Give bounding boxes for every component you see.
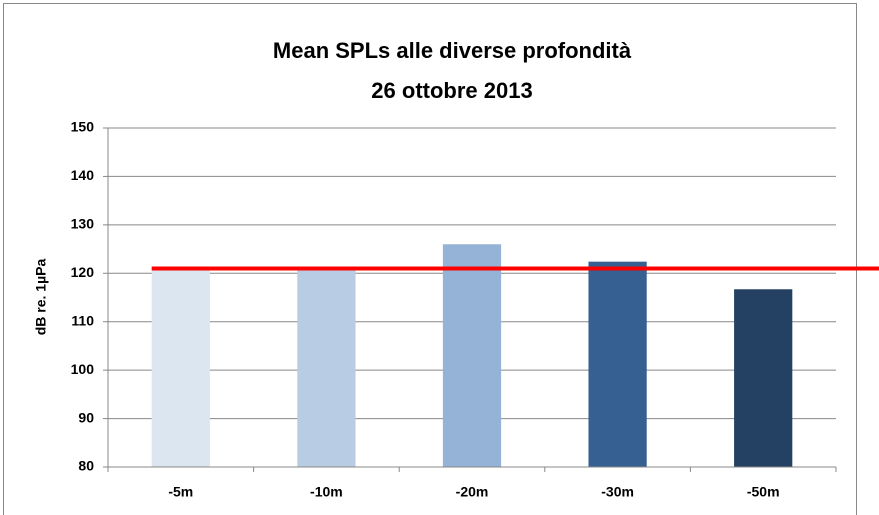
- y-tick-label: 140: [71, 167, 95, 183]
- bar: [297, 268, 356, 467]
- y-tick-label: 110: [71, 312, 94, 328]
- x-tick-label: -10m: [310, 484, 343, 500]
- x-tick-label: -30m: [601, 484, 634, 500]
- bar: [588, 261, 647, 467]
- chart-frame: [3, 3, 857, 515]
- y-tick-label: 120: [71, 264, 95, 280]
- chart-title: Mean SPLs alle diverse profondità: [273, 38, 632, 63]
- bar: [442, 244, 502, 467]
- bar: [151, 269, 210, 467]
- y-tick-label: 130: [71, 216, 95, 232]
- y-tick-label: 150: [71, 119, 95, 135]
- chart-subtitle: 26 ottobre 2013: [371, 78, 532, 103]
- x-tick-label: -50m: [747, 484, 780, 500]
- y-tick-label: 100: [71, 361, 95, 377]
- y-axis-label: dB re. 1µPa: [33, 259, 49, 336]
- y-tick-label: 80: [78, 458, 94, 474]
- x-tick-label: -5m: [168, 484, 193, 500]
- bar: [734, 289, 793, 467]
- x-tick-label: -20m: [456, 484, 489, 500]
- y-tick-label: 90: [78, 409, 94, 425]
